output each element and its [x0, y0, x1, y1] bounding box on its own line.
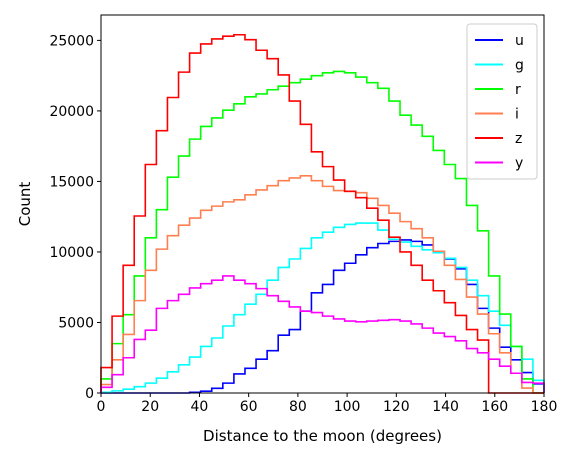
y-tick-label: 5000	[58, 315, 94, 331]
x-axis-ticks: 0 20 40 60 80 100 120 140 160 180	[97, 393, 558, 415]
y-tick-label: 0	[85, 386, 94, 402]
legend-box	[466, 23, 538, 180]
x-tick-label: 100	[334, 399, 361, 415]
x-tick-label: 120	[383, 399, 410, 415]
y-tick-label: 15000	[49, 174, 94, 190]
plot-area	[100, 33, 545, 394]
x-tick-label: 80	[289, 399, 307, 415]
series-i-line	[100, 174, 544, 394]
y-axis-ticks: 0 5000 10000 15000 20000 25000	[49, 33, 101, 402]
series-r-line	[100, 70, 544, 394]
x-tick-label: 60	[240, 399, 258, 415]
x-axis-label: Distance to the moon (degrees)	[203, 427, 442, 445]
legend-label-r: r	[515, 82, 521, 98]
legend-label-i: i	[515, 107, 519, 123]
series-z-line	[100, 33, 544, 394]
axes-frame	[100, 14, 545, 394]
y-axis-label: Count	[16, 182, 34, 227]
x-tick-label: 40	[191, 399, 209, 415]
x-tick-label: 160	[481, 399, 508, 415]
legend-label-g: g	[515, 58, 524, 74]
y-tick-label: 20000	[49, 104, 94, 120]
y-tick-label: 10000	[49, 245, 94, 261]
y-tick-label: 25000	[49, 33, 94, 49]
legend-label-y: y	[515, 156, 523, 172]
series-g-line	[100, 222, 545, 394]
legend-label-u: u	[515, 33, 524, 49]
x-tick-label: 20	[141, 399, 159, 415]
legend-label-z: z	[515, 131, 522, 147]
x-tick-label: 140	[432, 399, 459, 415]
series-y-line	[100, 275, 545, 393]
x-tick-label: 180	[531, 399, 558, 415]
x-tick-label: 0	[97, 399, 106, 415]
